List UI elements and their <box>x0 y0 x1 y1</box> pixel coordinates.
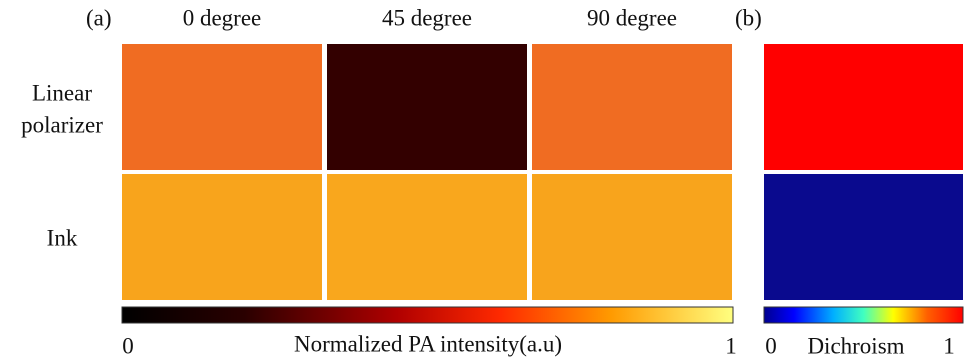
image-tile <box>327 174 527 300</box>
row-label: polarizer <box>21 112 103 137</box>
panel-label: (a) <box>86 5 112 30</box>
colorbar-min: 0 <box>122 333 134 358</box>
colorbar <box>764 307 963 323</box>
image-tile <box>122 174 322 300</box>
row-label: Ink <box>47 225 78 250</box>
row-label: Linear <box>32 80 92 105</box>
column-header: 45 degree <box>382 5 472 30</box>
colorbar-title: Normalized PA intensity(a.u) <box>294 331 562 356</box>
colorbar-min: 0 <box>765 333 777 358</box>
image-tile <box>122 44 322 170</box>
column-header: 90 degree <box>587 5 677 30</box>
image-tile <box>532 44 732 170</box>
image-tile <box>764 174 963 300</box>
image-tile <box>764 44 963 170</box>
image-tile <box>327 44 527 170</box>
colorbar <box>122 307 733 323</box>
colorbar-max: 1 <box>943 333 955 358</box>
panel-label: (b) <box>735 5 762 30</box>
image-tile <box>532 174 732 300</box>
colorbar-title: Dichroism <box>807 333 904 358</box>
figure: (a) (b) 0 degree 45 degree 90 degree Lin… <box>0 0 967 363</box>
column-header: 0 degree <box>183 5 262 30</box>
colorbar-max: 1 <box>725 333 737 358</box>
